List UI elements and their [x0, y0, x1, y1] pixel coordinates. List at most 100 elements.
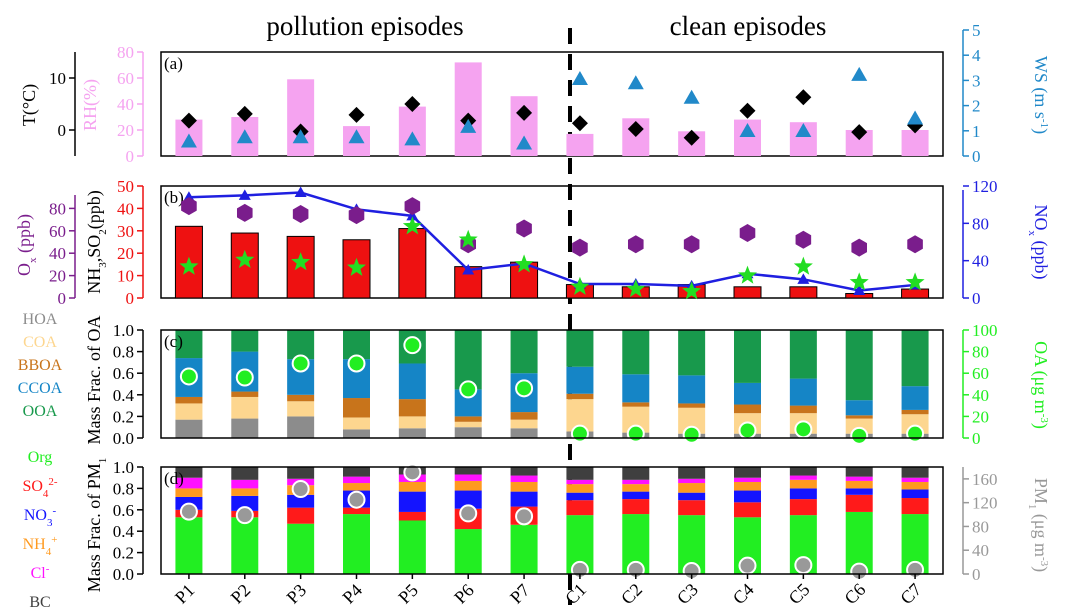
- x-tick-label: C5: [785, 579, 814, 608]
- axis-oa-tick-label: 20: [972, 407, 989, 426]
- oa-segment-coa: [454, 421, 482, 428]
- legend-pm-3: NH4+: [23, 534, 58, 558]
- pm-segment-1: [622, 499, 650, 515]
- ws-marker: [404, 131, 421, 146]
- axis-so2-tick-label: 40: [117, 199, 134, 218]
- pm1-marker: [850, 562, 869, 581]
- oa-segment-bboa: [566, 393, 594, 400]
- pm-segment-2: [734, 490, 761, 503]
- pm-segment-4: [734, 477, 761, 482]
- pm-segment-3: [901, 481, 929, 490]
- nh3-marker: [905, 272, 925, 291]
- panel-b-frame: [160, 185, 944, 299]
- pm-segment-0: [510, 524, 538, 574]
- ws-marker: [180, 133, 197, 148]
- heading-pollution: pollution episodes: [266, 11, 463, 41]
- pm-segment-2: [678, 492, 706, 501]
- ws-marker: [460, 118, 477, 133]
- nh3-marker: [514, 254, 534, 273]
- pm-segment-1: [343, 507, 370, 515]
- oa-segment-coa: [231, 396, 259, 419]
- legend-pm-0: Org: [28, 449, 53, 466]
- x-tick-label: P5: [394, 580, 422, 608]
- pm-segment-5: [454, 467, 482, 475]
- ox-marker: [404, 197, 421, 216]
- axis-ws-title: WS (m s-1): [1030, 56, 1051, 134]
- axis-oafrac-tick-label: 0.8: [113, 343, 134, 362]
- legend-coa: COA: [23, 334, 57, 351]
- legend-pm-4: Cl-: [31, 563, 50, 582]
- axis-pmfrac-tick-label: 0.8: [113, 479, 134, 498]
- nh3-marker: [346, 257, 367, 276]
- axis-pmfrac-tick-label: 0.6: [113, 501, 134, 520]
- axis-rh-tick-label: 60: [117, 69, 134, 88]
- pm1-marker: [235, 506, 254, 525]
- oa-segment-ccoa: [678, 375, 706, 404]
- ox-marker: [739, 224, 756, 243]
- so2-bar: [789, 286, 818, 299]
- axis-rh-tick-label: 80: [117, 43, 134, 62]
- axis-ws-tick-label: 1: [972, 122, 981, 141]
- oa-segment-ooa: [901, 330, 929, 387]
- oa-marker: [794, 420, 813, 439]
- nh3-marker: [570, 276, 590, 295]
- pm-segment-5: [287, 467, 315, 479]
- axis-pmfrac-tick-label: 1.0: [113, 458, 134, 477]
- pm-segment-5: [566, 467, 594, 480]
- nox-marker: [294, 186, 307, 198]
- oa-segment-hoa: [287, 416, 315, 438]
- axis-nox-title: NOx (ppb): [1026, 205, 1051, 280]
- oa-segment-bboa: [510, 412, 538, 420]
- axis-oafrac-title: Mass Frac. of OA: [84, 316, 104, 445]
- axis-ox-tick-label: 60: [49, 222, 66, 241]
- axis-oa-tick-label: 100: [972, 321, 998, 340]
- so2-bar: [733, 286, 762, 299]
- oa-segment-ccoa: [845, 400, 873, 416]
- oa-segment-ccoa: [566, 366, 594, 394]
- t-marker: [851, 124, 868, 141]
- oa-segment-bboa: [845, 415, 873, 419]
- oa-marker: [738, 421, 757, 440]
- nh3-marker: [291, 252, 311, 271]
- axis-t-tick-label: 10: [49, 69, 66, 88]
- pm-segment-4: [231, 479, 259, 489]
- rh-bar: [454, 62, 482, 156]
- axis-ws-tick-label: 2: [972, 97, 981, 116]
- oa-marker: [626, 424, 645, 443]
- pm-segment-0: [398, 520, 426, 574]
- oa-segment-ooa: [287, 330, 315, 360]
- ox-marker: [348, 206, 365, 225]
- axis-oafrac-tick-label: 1.0: [113, 321, 134, 340]
- oa-segment-hoa: [510, 428, 538, 438]
- panel-c-label: (c): [164, 332, 183, 351]
- t-marker: [627, 120, 644, 137]
- pm-segment-3: [343, 483, 370, 491]
- ox-marker: [851, 238, 868, 257]
- pm-segment-2: [566, 492, 594, 501]
- oa-segment-bboa: [398, 399, 426, 417]
- oa-segment-bboa: [678, 403, 706, 408]
- pm-segment-5: [678, 467, 706, 479]
- pm-segment-3: [845, 480, 873, 489]
- pm1-marker: [179, 502, 198, 521]
- pm-segment-0: [231, 517, 259, 574]
- pm-segment-4: [566, 479, 594, 485]
- oa-segment-ooa: [789, 330, 817, 379]
- t-marker: [180, 112, 197, 129]
- panel-d-frame: [160, 466, 944, 575]
- legend-ooa: OOA: [23, 403, 58, 420]
- oa-segment-hoa: [343, 429, 370, 438]
- axis-t-tick-label: 0: [58, 121, 67, 140]
- nox-marker: [238, 189, 251, 200]
- ox-marker: [683, 235, 700, 254]
- nh3-marker: [402, 216, 422, 235]
- pm-segment-1: [566, 500, 594, 516]
- ws-marker: [571, 71, 588, 86]
- pm-segment-3: [454, 480, 482, 491]
- pm-segment-5: [734, 467, 761, 478]
- pm-segment-4: [510, 475, 538, 482]
- oa-segment-ooa: [566, 330, 594, 367]
- axis-ws-tick-label: 3: [972, 71, 981, 90]
- axis-pm1-tick-label: 0: [972, 565, 981, 584]
